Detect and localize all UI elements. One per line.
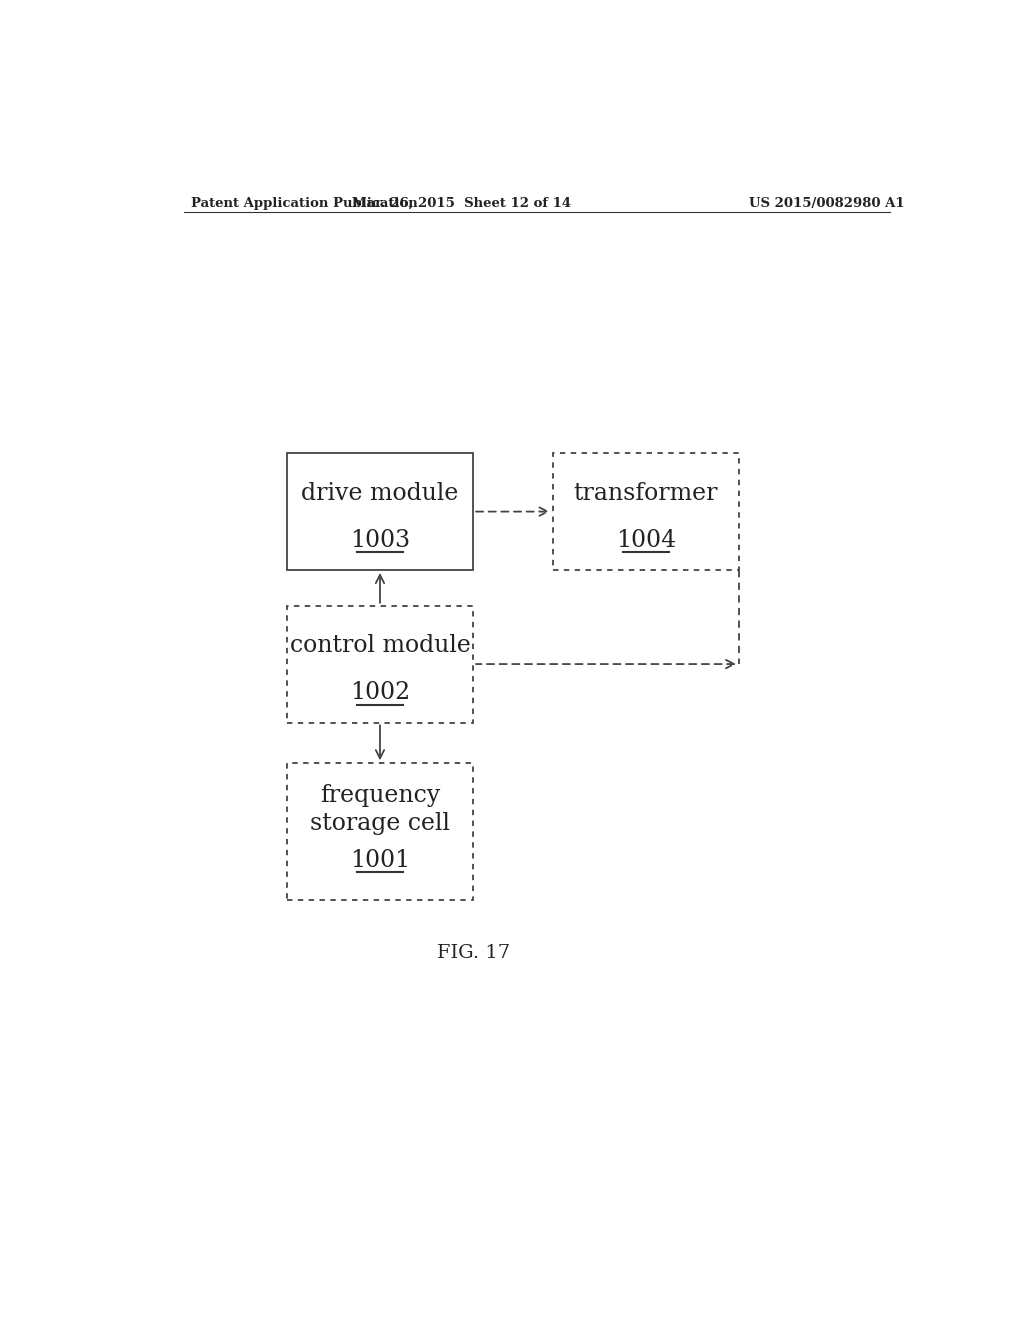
Bar [553,453,739,570]
Bar [287,763,473,900]
Text: 1002: 1002 [350,681,410,704]
Text: 1001: 1001 [350,849,410,871]
Text: drive module: drive module [301,482,459,504]
Text: 1004: 1004 [615,528,676,552]
Text: transformer: transformer [573,482,718,504]
Bar [287,453,473,570]
Text: Patent Application Publication: Patent Application Publication [191,197,418,210]
Text: Mar. 26, 2015  Sheet 12 of 14: Mar. 26, 2015 Sheet 12 of 14 [352,197,570,210]
Text: FIG. 17: FIG. 17 [436,944,510,962]
Text: frequency
storage cell: frequency storage cell [310,784,450,836]
Text: 1003: 1003 [350,528,410,552]
Text: US 2015/0082980 A1: US 2015/0082980 A1 [749,197,904,210]
Bar [287,606,473,722]
Text: control module: control module [290,635,470,657]
